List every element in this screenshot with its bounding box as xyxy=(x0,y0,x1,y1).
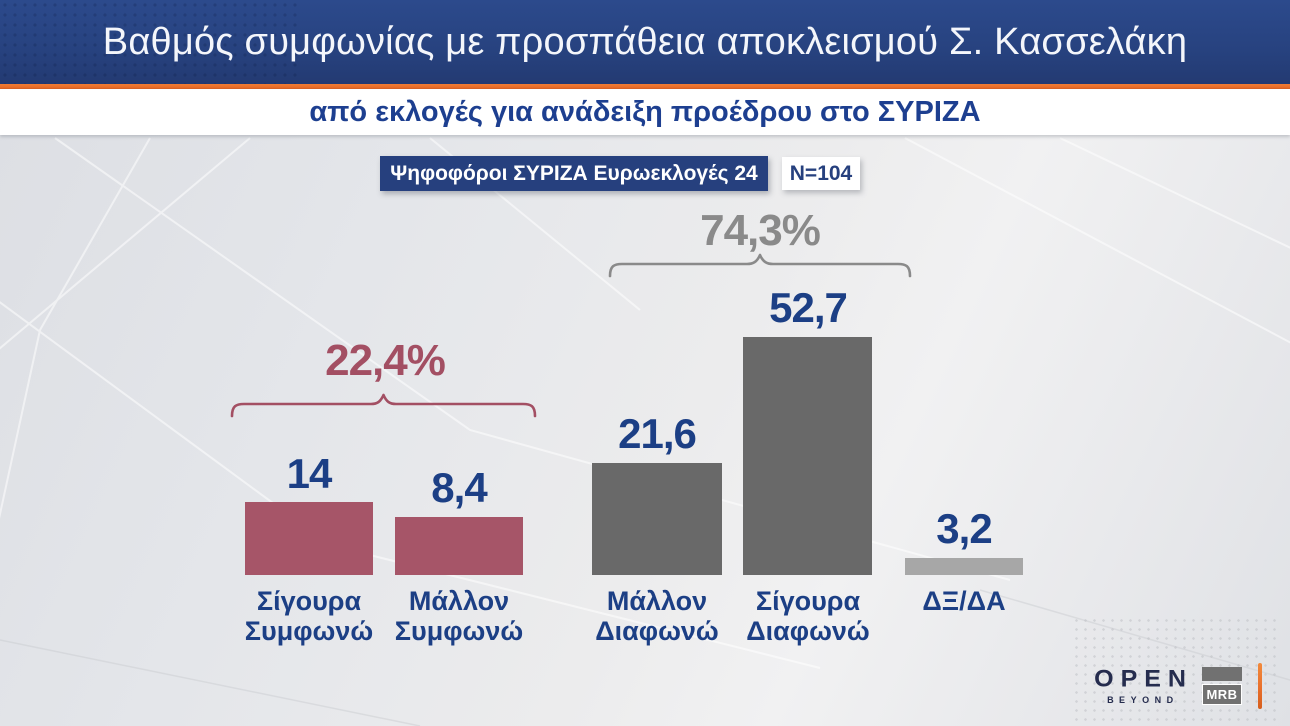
page-subtitle: από εκλογές για ανάδειξη προέδρου στο ΣΥ… xyxy=(0,89,1290,135)
bar-mallon-symfono xyxy=(395,517,523,575)
group-total-agree: 22,4% xyxy=(325,336,446,385)
group-total-disagree: 74,3% xyxy=(700,206,821,255)
brace-disagree xyxy=(608,253,912,278)
mrb-logo: MRB xyxy=(1202,667,1242,705)
sample-size-badge: N=104 xyxy=(782,157,860,190)
bar-dk-da xyxy=(905,558,1023,575)
bar-value-label: 3,2 xyxy=(936,505,992,552)
orange-divider xyxy=(0,84,1290,89)
bar-category-label: Μάλλον Συμφωνώ xyxy=(394,586,524,646)
open-logo-text: OPEN xyxy=(1094,665,1193,693)
bar-value-label: 52,7 xyxy=(769,284,848,331)
page-title: Βαθμός συμφωνίας με προσπάθεια αποκλεισμ… xyxy=(102,20,1188,63)
bar-sigoura-symfono xyxy=(245,502,373,575)
bar-mallon-diafono xyxy=(592,463,722,575)
bar-category-label: Σίγουρα Συμφωνώ xyxy=(244,586,374,646)
bar-value-label: 21,6 xyxy=(618,410,697,457)
mrb-logo-text: MRB xyxy=(1202,684,1242,705)
bar-sigoura-diafono xyxy=(743,337,872,575)
orange-accent-bar xyxy=(1258,663,1262,709)
bar-category-label: ΔΞ/ΔΑ xyxy=(922,586,1006,616)
bar-value-label: 8,4 xyxy=(431,464,487,511)
footer-branding: OPEN BEYOND MRB xyxy=(1094,660,1262,712)
bar-value-label: 14 xyxy=(286,450,333,497)
mrb-logo-block xyxy=(1202,667,1242,681)
open-channel-logo: OPEN BEYOND xyxy=(1094,667,1186,705)
brace-agree xyxy=(230,393,537,418)
open-logo-tagline: BEYOND xyxy=(1107,695,1179,705)
bar-category-label: Μάλλον Διαφωνώ xyxy=(595,586,719,646)
bar-category-label: Σίγουρα Διαφωνώ xyxy=(746,586,870,646)
sample-group-badge: Ψηφοφόροι ΣΥΡΙΖΑ Ευρωεκλογές 24 xyxy=(380,156,768,191)
header-bar: Βαθμός συμφωνίας με προσπάθεια αποκλεισμ… xyxy=(0,0,1290,84)
